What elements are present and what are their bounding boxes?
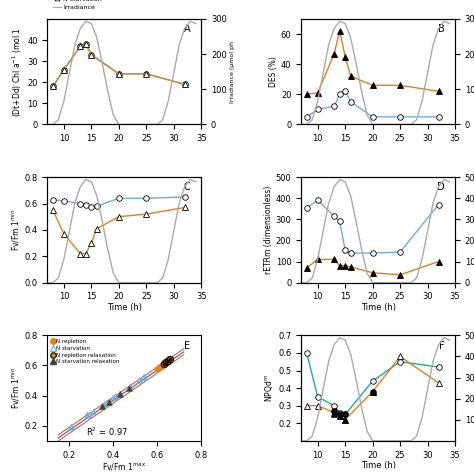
Point — [158, 362, 165, 369]
Point — [158, 362, 165, 369]
Point — [164, 356, 172, 363]
Point — [164, 356, 172, 363]
Point — [164, 357, 172, 365]
Point — [369, 388, 376, 395]
Point — [99, 402, 106, 410]
Point — [336, 410, 344, 418]
Point — [116, 390, 124, 398]
Y-axis label: DES (%): DES (%) — [269, 56, 278, 87]
Point — [109, 395, 117, 402]
X-axis label: Time (h): Time (h) — [361, 461, 396, 470]
Point — [140, 374, 148, 382]
Text: E: E — [184, 341, 191, 351]
Point — [103, 400, 110, 407]
Text: D: D — [437, 182, 444, 192]
Point — [167, 356, 174, 363]
Point — [164, 356, 172, 363]
Point — [160, 359, 168, 366]
Point — [369, 388, 376, 395]
Y-axis label: (Dt+Dd) Chl a$^{-1}$ (mol 1: (Dt+Dd) Chl a$^{-1}$ (mol 1 — [11, 27, 24, 117]
Point — [140, 374, 148, 382]
Point — [162, 357, 170, 365]
Point — [127, 383, 135, 391]
Point — [90, 409, 97, 416]
Point — [160, 360, 168, 368]
Point — [154, 365, 161, 372]
Point — [68, 423, 75, 431]
Point — [101, 401, 109, 409]
Text: C: C — [184, 182, 191, 192]
Point — [330, 407, 338, 415]
Point — [341, 410, 349, 418]
Legend: N repletion, N starvation, N repletion relaxation, N starvation relaxation: N repletion, N starvation, N repletion r… — [50, 338, 120, 365]
Point — [68, 423, 75, 431]
Point — [330, 410, 338, 418]
Point — [162, 357, 170, 365]
Point — [116, 390, 124, 398]
Point — [160, 359, 168, 366]
Y-axis label: rETRm (dimensionless): rETRm (dimensionless) — [264, 186, 273, 274]
Point — [155, 363, 163, 371]
Point — [162, 359, 170, 366]
X-axis label: Fv/Fm 1$^{max}$: Fv/Fm 1$^{max}$ — [102, 461, 146, 472]
Point — [164, 357, 172, 365]
X-axis label: Time (h): Time (h) — [361, 303, 396, 312]
Legend: N repletion, N starvation, Irradiance: N repletion, N starvation, Irradiance — [51, 0, 104, 12]
Point — [162, 357, 170, 365]
Text: A: A — [184, 24, 191, 34]
Y-axis label: Irradiance (μmol ph: Irradiance (μmol ph — [229, 41, 235, 103]
Y-axis label: Fv/Fm 1$^{min}$: Fv/Fm 1$^{min}$ — [9, 367, 22, 409]
Y-axis label: NPQd$^m$: NPQd$^m$ — [264, 374, 275, 402]
Point — [160, 360, 168, 368]
Point — [83, 411, 91, 419]
Point — [105, 398, 113, 405]
Point — [85, 411, 93, 419]
Text: R$^2$ = 0.97: R$^2$ = 0.97 — [86, 425, 128, 438]
Point — [125, 384, 133, 392]
Y-axis label: Fv/Fm 1$^{min}$: Fv/Fm 1$^{min}$ — [9, 209, 22, 251]
Text: B: B — [438, 24, 444, 34]
Text: F: F — [438, 341, 444, 351]
Point — [136, 377, 144, 384]
Point — [341, 416, 349, 424]
X-axis label: Time (h): Time (h) — [107, 303, 142, 312]
Point — [167, 356, 174, 363]
Point — [112, 393, 119, 401]
Point — [162, 359, 170, 366]
Point — [336, 412, 344, 420]
